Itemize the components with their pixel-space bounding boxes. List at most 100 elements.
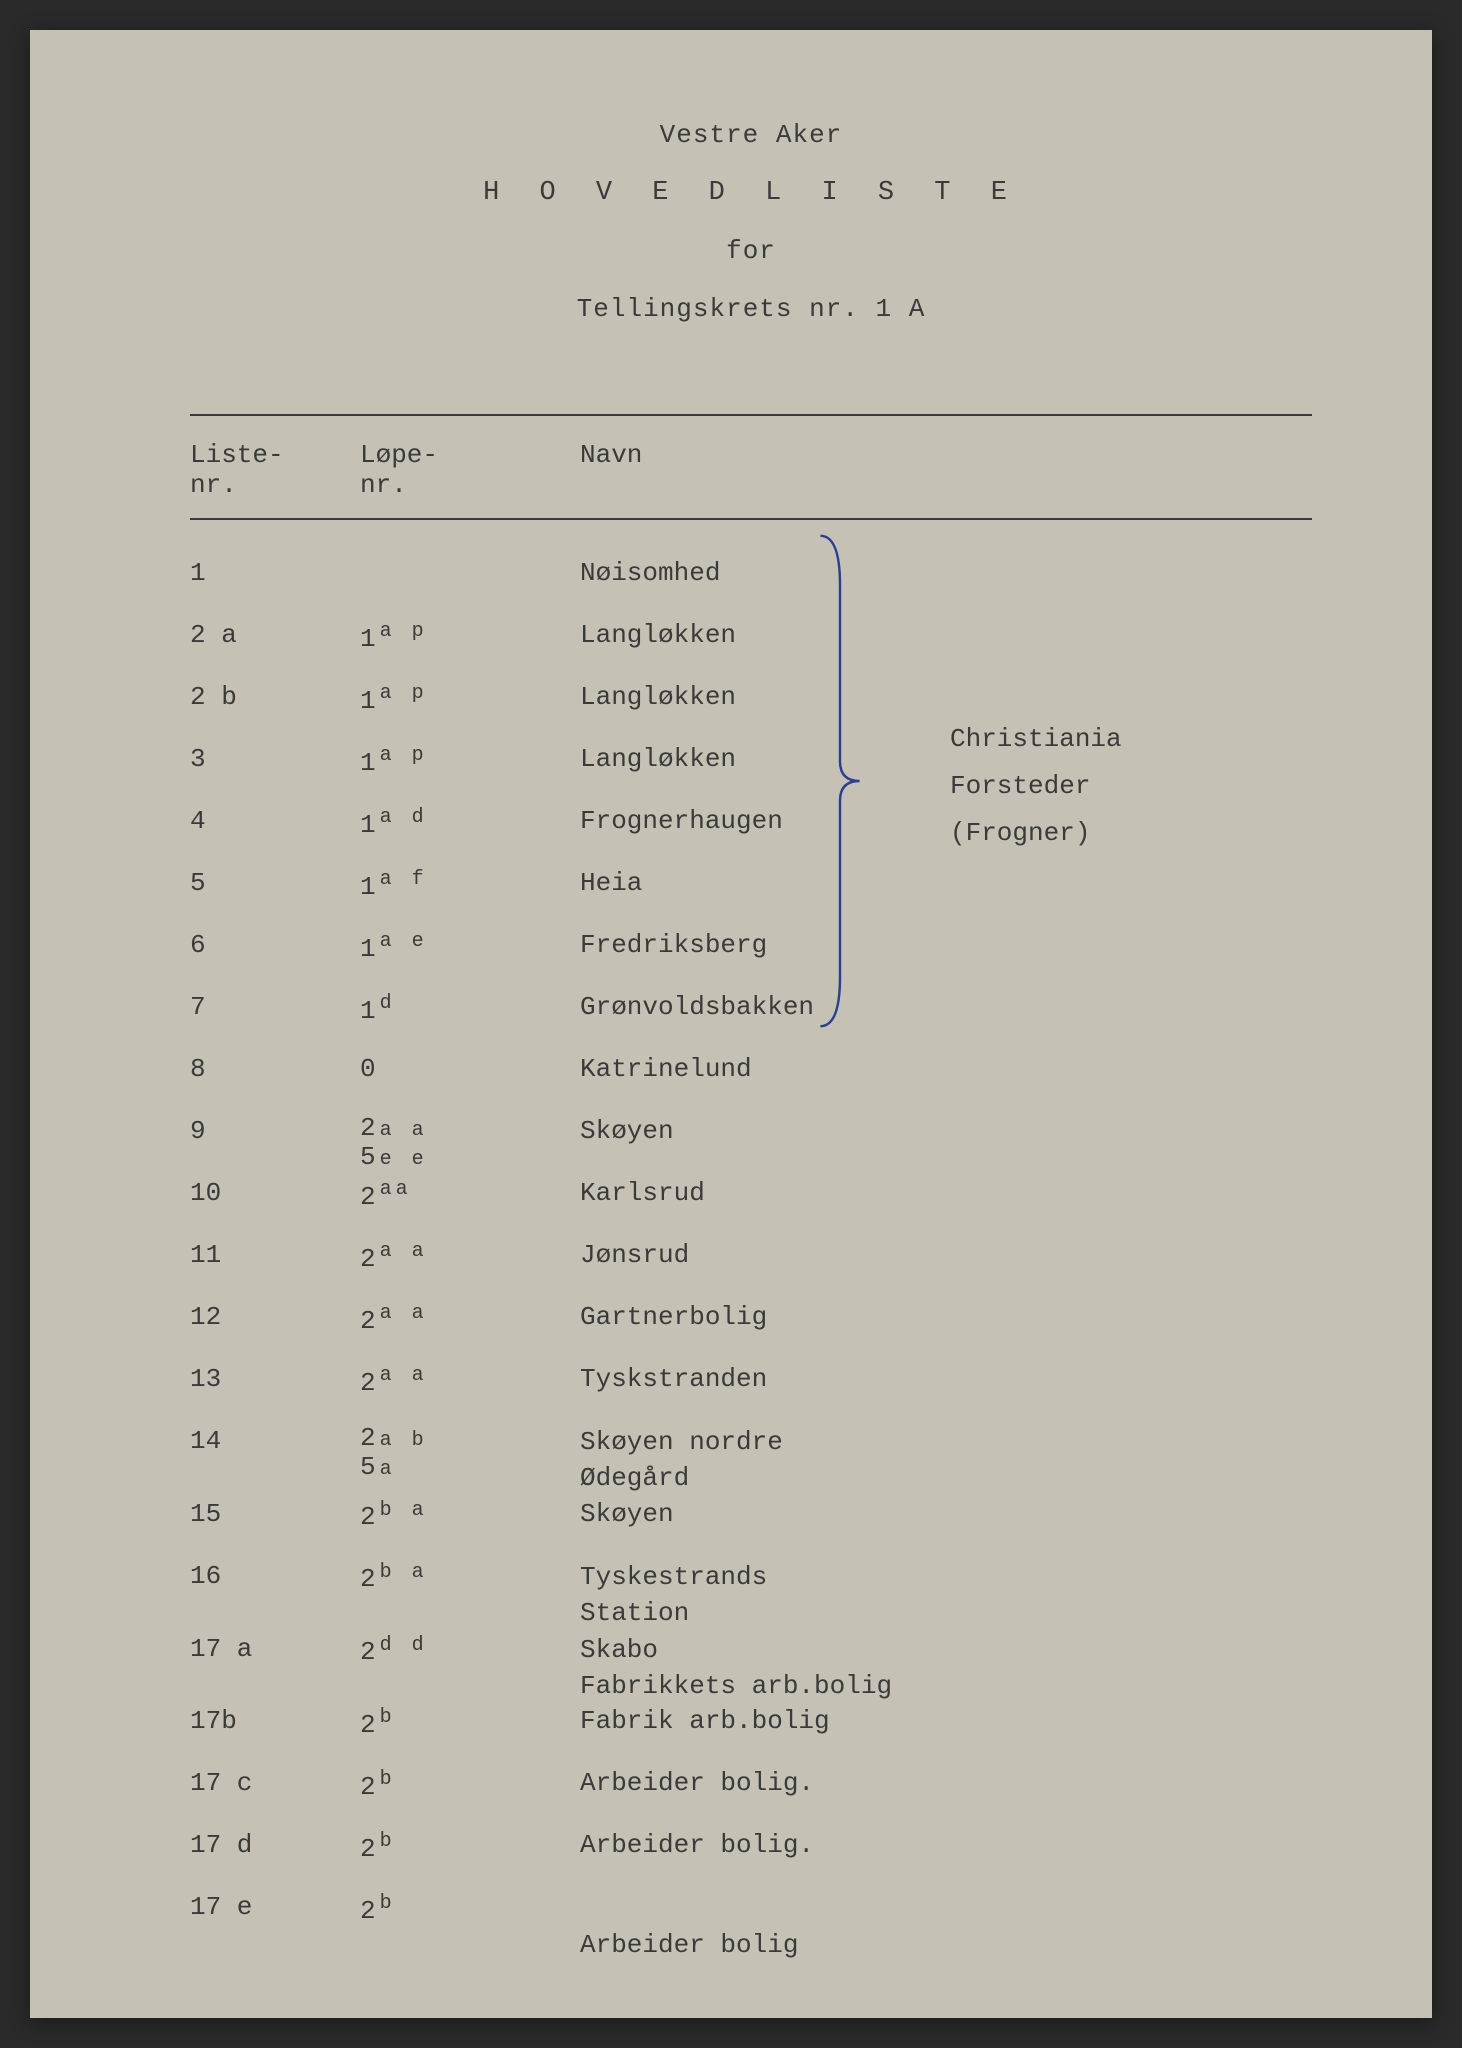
- cell-liste: 2 a: [190, 618, 360, 653]
- cell-navn: Frognerhaugen: [580, 804, 1312, 839]
- cell-lope: 2a a: [360, 1362, 580, 1401]
- column-headers: Liste- nr. Løpe- nr. Navn: [190, 422, 1312, 518]
- table-row: 71dGrønvoldsbakken: [190, 990, 1312, 1052]
- table-row: 112a aJønsrud: [190, 1238, 1312, 1300]
- header-for: for: [190, 236, 1312, 266]
- table-row: 102aaKarlsrud: [190, 1176, 1312, 1238]
- header-region: Vestre Aker: [190, 120, 1312, 150]
- cell-navn: Langløkken: [580, 742, 1312, 777]
- table-body: Christiania Forsteder (Frogner) 1Nøisomh…: [190, 526, 1312, 1963]
- cell-lope: 1a p: [360, 618, 580, 657]
- table-row: 17 a2d dSkaboFabrikkets arb.bolig: [190, 1632, 1312, 1705]
- cell-navn: TyskestrandsStation: [580, 1559, 1312, 1632]
- cell-lope: 2b: [360, 1828, 580, 1867]
- table-row: 17 d2bArbeider bolig.: [190, 1828, 1312, 1890]
- cell-navn: Gartnerbolig: [580, 1300, 1312, 1335]
- cell-navn: Skøyen: [580, 1497, 1312, 1532]
- cell-liste: 6: [190, 928, 360, 963]
- header-subtitle: Tellingskrets nr. 1 A: [190, 294, 1312, 324]
- cell-lope: 1a e: [360, 928, 580, 967]
- cell-liste: 12: [190, 1300, 360, 1335]
- cell-navn: Arbeider bolig.: [580, 1766, 1312, 1801]
- col-header-navn: Navn: [580, 440, 1312, 500]
- document-page: Vestre Aker H O V E D L I S T E for Tell…: [30, 30, 1432, 2018]
- cell-lope: 1a p: [360, 742, 580, 781]
- cell-liste: 2 b: [190, 680, 360, 715]
- table-row: 31a pLangløkken: [190, 742, 1312, 804]
- cell-liste: 17 e: [190, 1890, 360, 1925]
- cell-navn: Heia: [580, 866, 1312, 901]
- cell-navn: Tyskstranden: [580, 1362, 1312, 1397]
- cell-navn: Arbeider bolig: [580, 1890, 1312, 1963]
- cell-lope: 0: [360, 1052, 580, 1087]
- cell-navn: Katrinelund: [580, 1052, 1312, 1087]
- cell-navn: Skøyen: [580, 1114, 1312, 1149]
- table-row: 61a eFredriksberg: [190, 928, 1312, 990]
- col-header-liste: Liste- nr.: [190, 440, 360, 500]
- cell-navn: Grønvoldsbakken: [580, 990, 1312, 1025]
- table-row: 132a aTyskstranden: [190, 1362, 1312, 1424]
- cell-navn: Karlsrud: [580, 1176, 1312, 1211]
- cell-liste: 17 c: [190, 1766, 360, 1801]
- cell-lope: 2aa: [360, 1176, 580, 1215]
- annotation-line2: Forsteder: [950, 763, 1122, 810]
- table-row: 17 c2bArbeider bolig.: [190, 1766, 1312, 1828]
- table-row: 17 e2b Arbeider bolig: [190, 1890, 1312, 1963]
- cell-lope: 2b a: [360, 1559, 580, 1598]
- cell-liste: 17 d: [190, 1828, 360, 1863]
- cell-liste: 16: [190, 1559, 360, 1594]
- cell-liste: 17b: [190, 1704, 360, 1739]
- cell-lope: [360, 556, 580, 591]
- cell-navn: Arbeider bolig.: [580, 1828, 1312, 1863]
- col-header-lope: Løpe- nr.: [360, 440, 580, 500]
- cell-navn: Fredriksberg: [580, 928, 1312, 963]
- cell-navn: SkaboFabrikkets arb.bolig: [580, 1632, 1312, 1705]
- document-header: Vestre Aker H O V E D L I S T E for Tell…: [190, 120, 1312, 324]
- table-row: 17b2bFabrik arb.bolig: [190, 1704, 1312, 1766]
- table-row: 1Nøisomhed: [190, 556, 1312, 618]
- cell-lope: 2a a: [360, 1238, 580, 1277]
- cell-liste: 8: [190, 1052, 360, 1087]
- cell-navn: Fabrik arb.bolig: [580, 1704, 1312, 1739]
- cell-liste: 1: [190, 556, 360, 591]
- cell-lope: 1a f: [360, 866, 580, 905]
- table-row: 122a aGartnerbolig: [190, 1300, 1312, 1362]
- cell-liste: 3: [190, 742, 360, 777]
- annotation-line3: (Frogner): [950, 810, 1122, 857]
- cell-liste: 13: [190, 1362, 360, 1397]
- cell-liste: 4: [190, 804, 360, 839]
- cell-navn: Langløkken: [580, 680, 1312, 715]
- cell-navn: Langløkken: [580, 618, 1312, 653]
- cell-liste: 17 a: [190, 1632, 360, 1667]
- cell-liste: 10: [190, 1176, 360, 1211]
- table-row: 142a b5aSkøyen nordreØdegård: [190, 1424, 1312, 1497]
- cell-navn: Jønsrud: [580, 1238, 1312, 1273]
- table-row: 2 a1a pLangløkken: [190, 618, 1312, 680]
- header-title: H O V E D L I S T E: [190, 178, 1312, 208]
- cell-liste: 5: [190, 866, 360, 901]
- table-row: 41a dFrognerhaugen: [190, 804, 1312, 866]
- cell-lope: 2a a5e e: [360, 1114, 580, 1171]
- table-row: 2 b1a pLangløkken: [190, 680, 1312, 742]
- table-row: 152b aSkøyen: [190, 1497, 1312, 1559]
- cell-liste: 15: [190, 1497, 360, 1532]
- cell-lope: 1a d: [360, 804, 580, 843]
- cell-liste: 14: [190, 1424, 360, 1459]
- cell-lope: 2a b5a: [360, 1424, 580, 1481]
- annotation-line1: Christiania: [950, 716, 1122, 763]
- cell-lope: 2b: [360, 1766, 580, 1805]
- cell-lope: 2b: [360, 1704, 580, 1743]
- cell-lope: 1d: [360, 990, 580, 1029]
- table-row: 51a fHeia: [190, 866, 1312, 928]
- table-row: 162b aTyskestrandsStation: [190, 1559, 1312, 1632]
- cell-lope: 1a p: [360, 680, 580, 719]
- cell-liste: 9: [190, 1114, 360, 1149]
- cell-lope: 2a a: [360, 1300, 580, 1339]
- cell-lope: 2b a: [360, 1497, 580, 1536]
- cell-liste: 7: [190, 990, 360, 1025]
- cell-lope: 2b: [360, 1890, 580, 1929]
- cell-navn: Skøyen nordreØdegård: [580, 1424, 1312, 1497]
- cell-liste: 11: [190, 1238, 360, 1273]
- rule-bottom: [190, 518, 1312, 520]
- rule-top: [190, 414, 1312, 416]
